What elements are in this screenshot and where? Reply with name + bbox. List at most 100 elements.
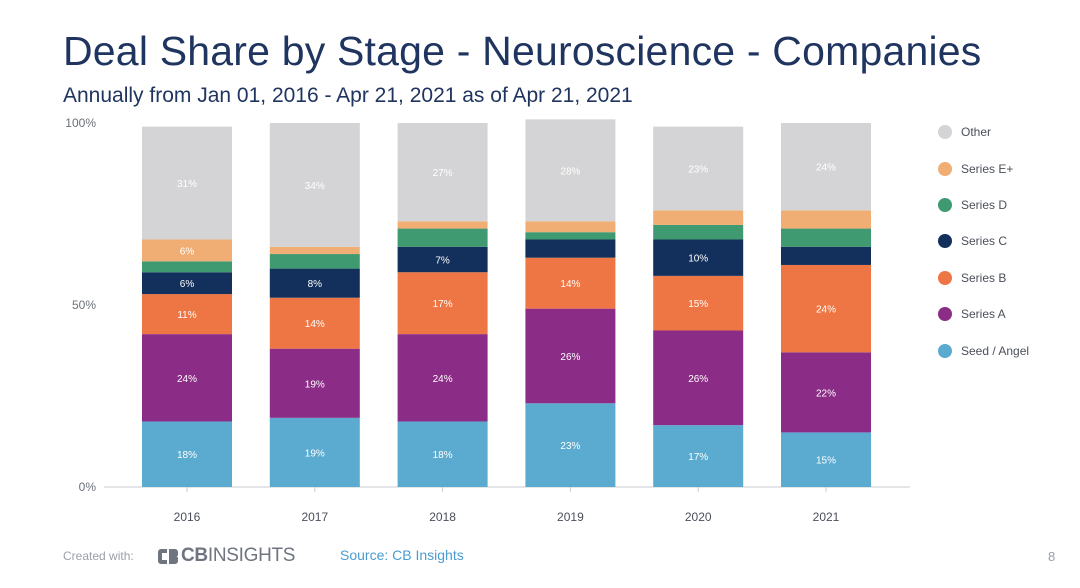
bar-segment (142, 239, 232, 262)
legend-swatch (938, 343, 952, 358)
chart-legend: Other Series E+ Series D Series C Series B Se… (938, 114, 1068, 369)
data-label: 15% (688, 299, 708, 310)
data-label: 7% (435, 256, 450, 267)
bar-segment (525, 239, 616, 258)
bar-segment (142, 334, 232, 422)
bar-segment (397, 228, 488, 247)
data-label: 17% (688, 452, 708, 463)
data-label: 18% (177, 450, 197, 461)
data-label: 6% (180, 246, 195, 257)
cb-insights-logo: CBINSIGHTS (157, 545, 295, 567)
bar-segment (269, 268, 360, 298)
data-label: 10% (688, 254, 708, 265)
x-tick-label: 2020 (685, 510, 712, 524)
legend-label: Series E+ (961, 161, 1014, 176)
data-label: 18% (433, 450, 453, 461)
x-tick-label: 2016 (174, 510, 201, 524)
bar-segment (653, 126, 744, 211)
legend-label: Series B (961, 270, 1007, 285)
legend-item: Series C (938, 223, 1068, 259)
bar-segment (142, 126, 232, 240)
bar-segment (653, 330, 744, 426)
cb-insights-logo-icon (158, 548, 179, 564)
bar-segment (653, 275, 744, 331)
bar-segment (525, 119, 616, 222)
bar-segment (525, 308, 616, 404)
legend-label: Series C (961, 234, 1008, 249)
bar-segment (525, 403, 616, 487)
bar-segment (142, 272, 232, 295)
legend-label: Seed / Angel (961, 343, 1030, 358)
bar-segment (653, 239, 744, 276)
data-label: 31% (177, 179, 197, 190)
legend-swatch (938, 307, 952, 322)
bar-segment (142, 261, 232, 273)
data-label: 17% (433, 299, 453, 310)
source-link[interactable]: Source: CB Insights (340, 547, 464, 563)
bar-segment (142, 421, 232, 487)
bar-segment (781, 228, 871, 247)
y-tick-label: 0% (79, 480, 97, 494)
bar-segment (397, 123, 488, 222)
data-label: 14% (560, 279, 580, 290)
legend-swatch (938, 234, 952, 249)
data-label: 24% (177, 374, 197, 385)
data-label: 27% (433, 168, 453, 179)
data-label: 26% (688, 374, 708, 385)
bar-segment (142, 294, 232, 335)
legend-label: Series A (961, 307, 1006, 322)
bar-segment (269, 297, 360, 349)
legend-swatch (938, 270, 952, 285)
page-number: 8 (1048, 549, 1056, 564)
legend-item: Series A (938, 296, 1068, 332)
bar-segment (653, 210, 744, 225)
legend-label: Other (961, 125, 992, 140)
chart-title: Deal Share by Stage - Neuroscience - Com… (63, 28, 982, 74)
bar-segment (525, 232, 616, 240)
data-label: 22% (816, 388, 836, 399)
data-label: 24% (816, 305, 836, 316)
data-label: 34% (305, 181, 325, 192)
bar-segment (525, 257, 616, 309)
legend-swatch (938, 197, 952, 212)
x-tick-label: 2018 (429, 510, 456, 524)
bar-segment (397, 272, 488, 335)
data-label: 24% (433, 374, 453, 385)
data-label: 23% (688, 165, 708, 176)
data-label: 23% (560, 441, 580, 452)
bar-segment (781, 432, 871, 487)
legend-item: Series B (938, 260, 1068, 296)
legend-item: Series D (938, 187, 1068, 223)
bar-segment (781, 210, 871, 229)
data-label: 8% (308, 279, 323, 290)
bar-segment (781, 246, 871, 265)
legend-item: Series E+ (938, 150, 1068, 186)
legend-swatch (938, 125, 952, 140)
y-tick-label: 100% (65, 116, 96, 130)
data-label: 14% (305, 319, 325, 330)
legend-item: Seed / Angel (938, 332, 1068, 368)
bar-segment (397, 421, 488, 487)
bar-segment (653, 425, 744, 487)
bar-segment (525, 221, 616, 233)
bar-segment (269, 246, 360, 255)
data-label: 24% (816, 163, 836, 174)
chart-subtitle: Annually from Jan 01, 2016 - Apr 21, 202… (63, 84, 633, 107)
bar-segment (781, 123, 871, 211)
bar-segment (269, 123, 360, 247)
data-label: 6% (180, 279, 195, 290)
legend-label: Series D (961, 197, 1008, 212)
legend-swatch (938, 161, 952, 176)
cb-insights-logo-text: CBINSIGHTS (181, 545, 296, 566)
x-tick-label: 2021 (813, 510, 840, 524)
bar-segment (269, 348, 360, 418)
created-with-label: Created with: (63, 549, 134, 563)
bar-segment (269, 254, 360, 269)
y-tick-label: 50% (72, 298, 96, 312)
data-label: 11% (177, 310, 196, 321)
data-label: 19% (305, 379, 325, 390)
data-label: 28% (560, 166, 580, 177)
x-tick-label: 2019 (557, 510, 584, 524)
bar-segment (397, 221, 488, 229)
